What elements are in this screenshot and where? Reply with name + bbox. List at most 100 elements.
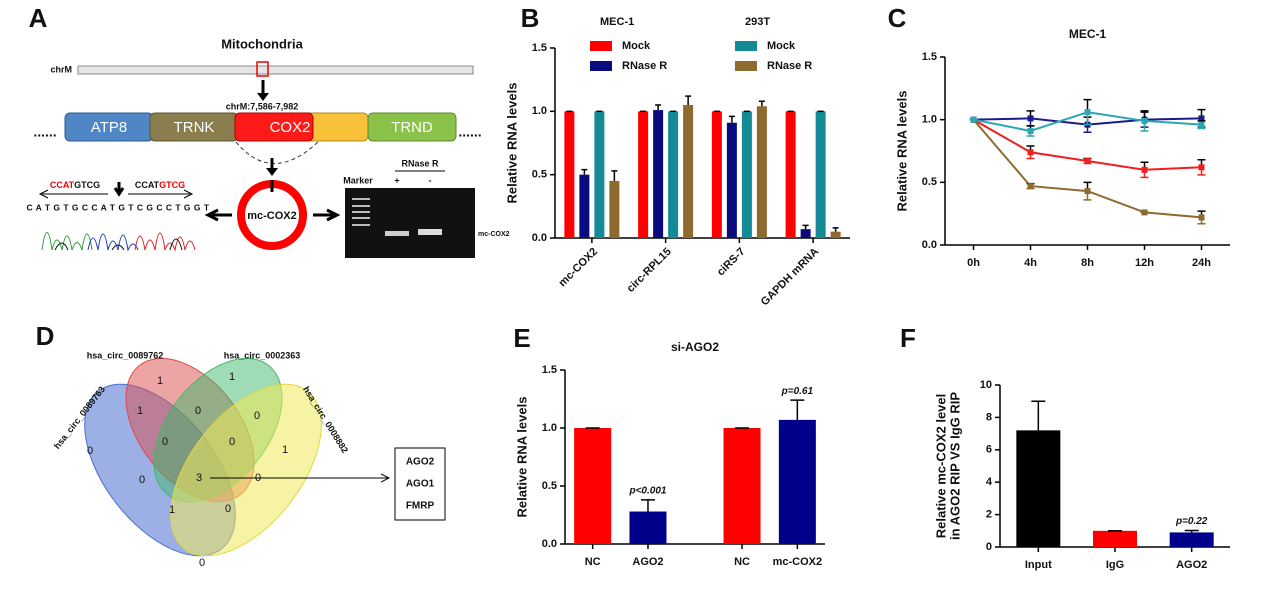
bar [1169, 532, 1214, 547]
marker [1027, 127, 1034, 134]
venn-count: 1 [282, 444, 288, 456]
x-tick-label: IgG [1106, 559, 1124, 571]
arrow [38, 189, 108, 199]
set-label: hsa_circ_0002363 [224, 350, 301, 360]
y-tick-label: 10 [980, 379, 992, 391]
venn-count: 0 [195, 405, 201, 417]
seq-part: CCAT [50, 180, 75, 190]
error-bar [790, 399, 805, 420]
gene-label: COX2 [270, 119, 311, 136]
marker [1198, 164, 1205, 171]
chromatogram [87, 233, 139, 252]
x-tick-label: 12h [1135, 257, 1154, 269]
p-value: p=0.22 [1175, 516, 1208, 527]
y-axis-label: Relative RNA levels [504, 83, 519, 204]
dots: ...... [458, 124, 481, 140]
bar [800, 229, 811, 238]
gene-label: TRND [391, 119, 433, 136]
marker [1084, 158, 1091, 165]
arrow [210, 473, 391, 483]
marker [1198, 121, 1205, 128]
chromosome-bar [77, 65, 474, 75]
marker [1027, 149, 1034, 156]
y-tick-label: 0 [986, 541, 992, 553]
y-axis-label: Relative RNA levels [514, 397, 529, 518]
bar [609, 181, 620, 238]
gel-lane: Marker [343, 175, 373, 185]
venn-count: 0 [225, 503, 231, 515]
seq-part: GTCG [74, 180, 100, 190]
bar [579, 174, 590, 238]
bar [756, 106, 767, 239]
error-bar [802, 224, 809, 230]
arrow [204, 208, 232, 222]
bar [830, 231, 841, 238]
x-tick-label: NC [585, 556, 601, 568]
error-bar [1184, 529, 1199, 533]
chart-title: si-AGO2 [671, 340, 719, 354]
error-bar [758, 100, 765, 107]
marker [1198, 214, 1205, 221]
y-tick-label: 0.5 [532, 169, 547, 181]
x-tick-label: mc-COX2 [557, 246, 601, 290]
venn-count: 1 [137, 405, 143, 417]
protein: AGO1 [406, 479, 435, 490]
bar [785, 111, 796, 238]
panel-d: D hsa_circ_0089762 hsa_circ_0002363 hsa_… [36, 321, 446, 569]
gel-header: RNase R [401, 158, 439, 168]
venn-count: 3 [196, 472, 202, 484]
p-value: p=0.61 [781, 386, 814, 397]
arrow-head [266, 168, 278, 176]
bar [711, 111, 722, 238]
x-tick-label: mc-COX2 [773, 556, 823, 568]
error-bar [640, 499, 655, 512]
error-bar [1031, 400, 1046, 431]
y-axis-label: Relative RNA levels [894, 91, 909, 212]
coordinate: chrM:7,586-7,982 [226, 101, 299, 111]
x-tick-label: 24h [1192, 257, 1211, 269]
y-axis-label: Relative mc-COX2 level [933, 394, 948, 539]
panel-letter: A [29, 3, 48, 33]
gel-lane: - [429, 175, 432, 185]
marker [1027, 115, 1034, 122]
x-tick-label: 0h [967, 257, 980, 269]
marker-bands [352, 198, 370, 226]
legend-label: Mock [622, 40, 651, 52]
bar [815, 111, 826, 238]
marker [1084, 188, 1091, 195]
marker [1141, 209, 1148, 216]
panel-letter: C [888, 3, 907, 33]
protein-box [394, 447, 446, 521]
y-tick-label: 4 [986, 476, 993, 488]
arrow [313, 208, 341, 222]
y-tick-label: 1.5 [922, 51, 937, 63]
marker [1084, 109, 1091, 116]
chromatogram [54, 238, 183, 251]
panel-a: A Mitochondria chrM chrM:7,586-7,982 ...… [26, 3, 510, 258]
y-tick-label: 1.5 [532, 42, 547, 54]
y-tick-label: 0.0 [542, 538, 557, 550]
gene-box [367, 112, 457, 142]
y-tick-label: 0.5 [922, 176, 937, 188]
y-tick-label: 6 [986, 444, 992, 456]
y-tick-label: 2 [986, 509, 992, 521]
bar [723, 428, 761, 544]
panel-letter: D [36, 321, 55, 351]
legend-swatch [590, 41, 612, 51]
panel-letter: B [521, 3, 540, 33]
bar [564, 111, 575, 238]
y-tick-label: 1.0 [532, 105, 547, 117]
arrow-head [257, 93, 269, 101]
y-tick-label: 1.0 [922, 114, 937, 126]
seq-part: CCAT [135, 180, 160, 190]
bar [653, 110, 664, 238]
bar [1093, 530, 1137, 547]
error-bar [728, 115, 735, 123]
protein: AGO2 [406, 457, 435, 468]
x-tick-label: 8h [1081, 257, 1094, 269]
x-tick-label: NC [734, 556, 750, 568]
marker [1198, 115, 1205, 122]
gel-lane: + [394, 175, 399, 185]
chart-title: MEC-1 [1069, 27, 1107, 41]
error-bar [832, 227, 839, 232]
